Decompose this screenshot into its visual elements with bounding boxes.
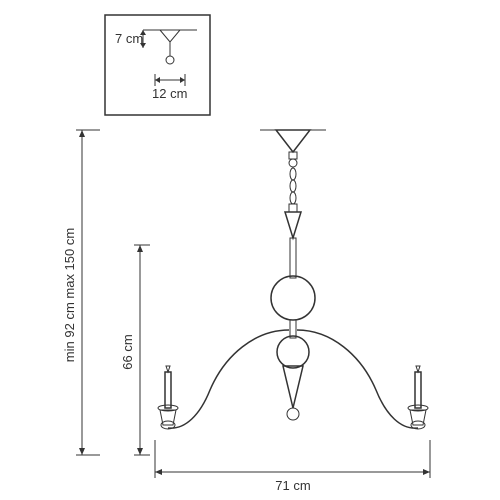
width-label: 71 cm — [275, 478, 310, 493]
dim-fixture-height: 66 cm — [120, 245, 150, 455]
diagram-canvas: 7 cm 12 cm — [0, 0, 500, 500]
total-height-label: min 92 cm max 150 cm — [62, 228, 77, 362]
fixture-height-label: 66 cm — [120, 334, 135, 369]
inset-detail: 7 cm 12 cm — [105, 15, 210, 115]
dim-width: 71 cm — [155, 440, 430, 493]
inset-width-label: 12 cm — [152, 86, 187, 101]
chandelier — [158, 130, 428, 429]
inset-height-label: 7 cm — [115, 31, 143, 46]
dim-total-height: min 92 cm max 150 cm — [62, 130, 100, 455]
